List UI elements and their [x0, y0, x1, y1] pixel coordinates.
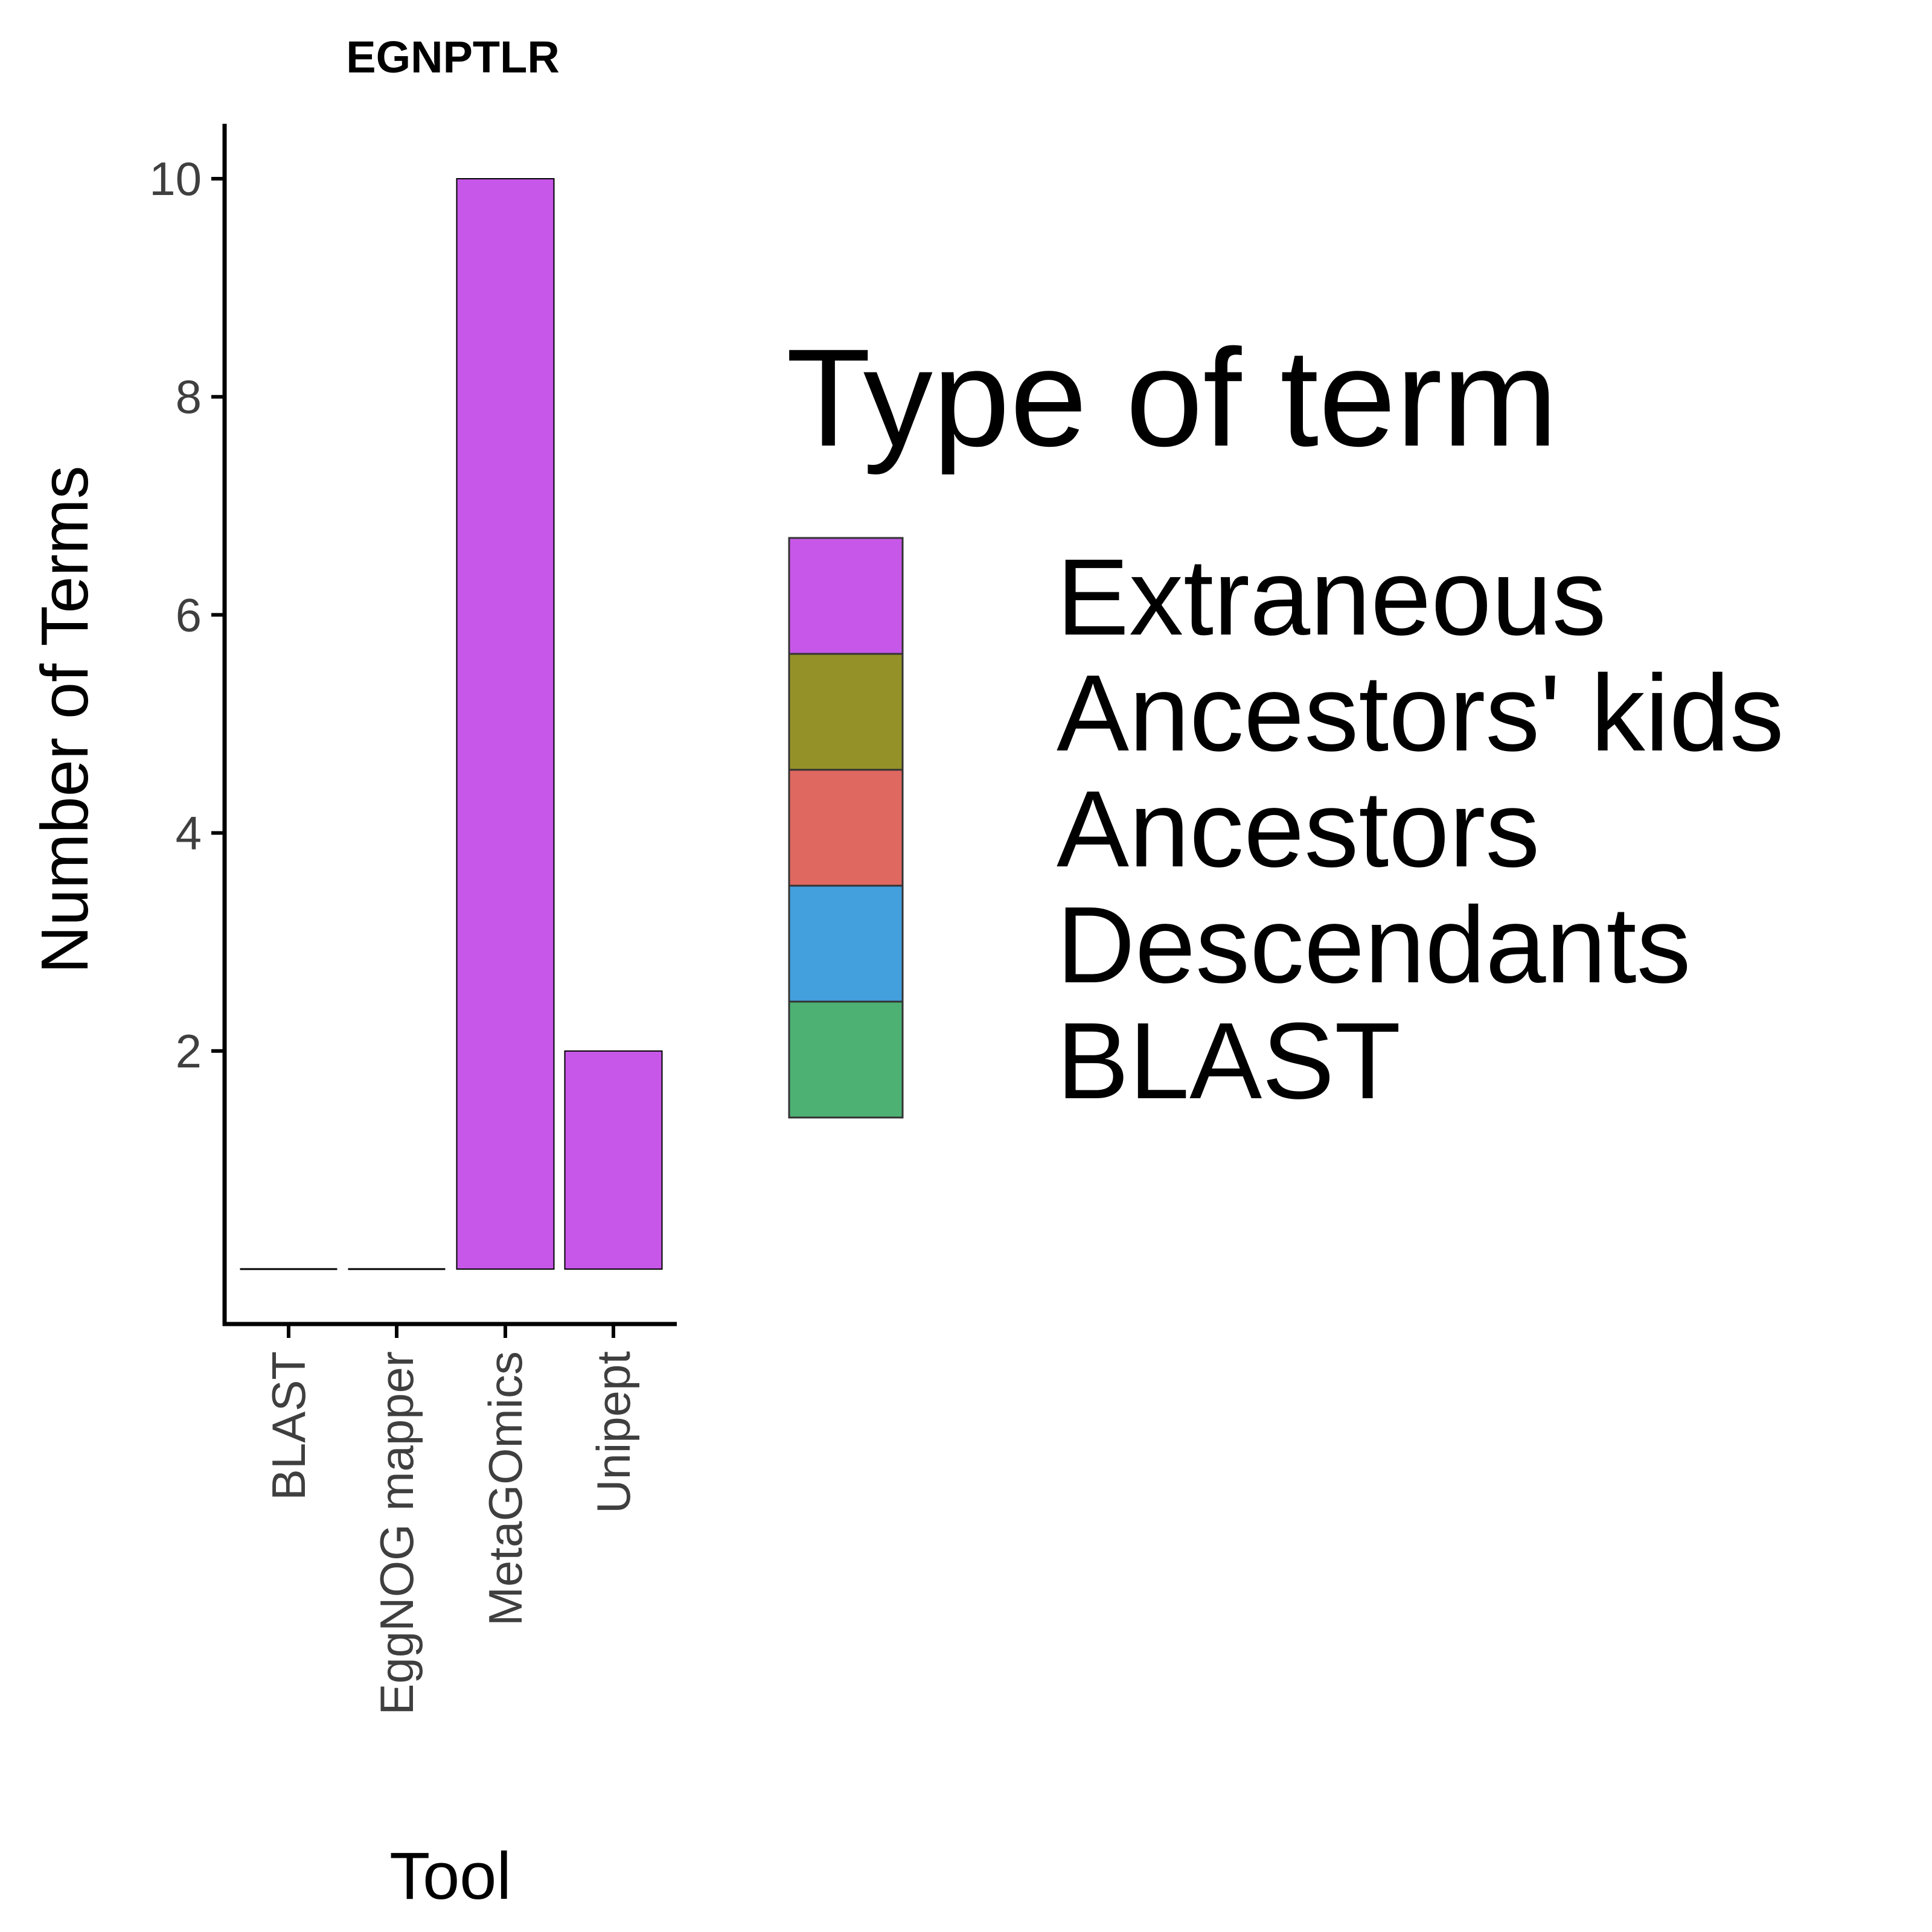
x-tick-label-2: MetaGOmics — [479, 1351, 532, 1626]
y-axis-title: Number of Terms — [28, 465, 102, 974]
legend-label-4: BLAST — [1057, 1000, 1401, 1122]
facet-title: EGNPTLR — [346, 32, 560, 82]
legend-key-4 — [788, 1000, 904, 1119]
y-tick-label-2: 6 — [176, 588, 202, 641]
legend-label-3: Descendants — [1057, 884, 1691, 1006]
legend-key-3 — [788, 884, 904, 1003]
x-tick-label-3: Unipept — [587, 1351, 640, 1514]
legend-label-1: Ancestors' kids — [1057, 653, 1784, 774]
legend-key-2 — [788, 769, 904, 887]
bar-3-0 — [564, 1050, 663, 1270]
x-ticks-layer: BLAST EggNOG mapper MetaGOmics Unipept — [262, 1324, 640, 1715]
legend-key-1 — [788, 653, 904, 771]
y-tick-label-3: 8 — [176, 370, 202, 423]
y-ticks-layer: 2 4 6 8 10 — [149, 152, 225, 1078]
bars-layer — [240, 178, 663, 1270]
x-tick-label-0: BLAST — [262, 1351, 315, 1500]
legend-title: Type of term — [786, 320, 1558, 475]
legend-label-0: Extraneous — [1057, 537, 1607, 658]
x-axis-title: Tool — [389, 1839, 511, 1913]
y-tick-label-4: 10 — [149, 152, 202, 205]
y-tick-label-1: 4 — [176, 807, 202, 860]
bar-2-0 — [456, 178, 555, 1270]
y-tick-label-0: 2 — [176, 1025, 202, 1078]
x-tick-label-1: EggNOG mapper — [370, 1351, 423, 1715]
legend-label-2: Ancestors — [1057, 769, 1540, 890]
legend-key-0 — [788, 537, 904, 655]
